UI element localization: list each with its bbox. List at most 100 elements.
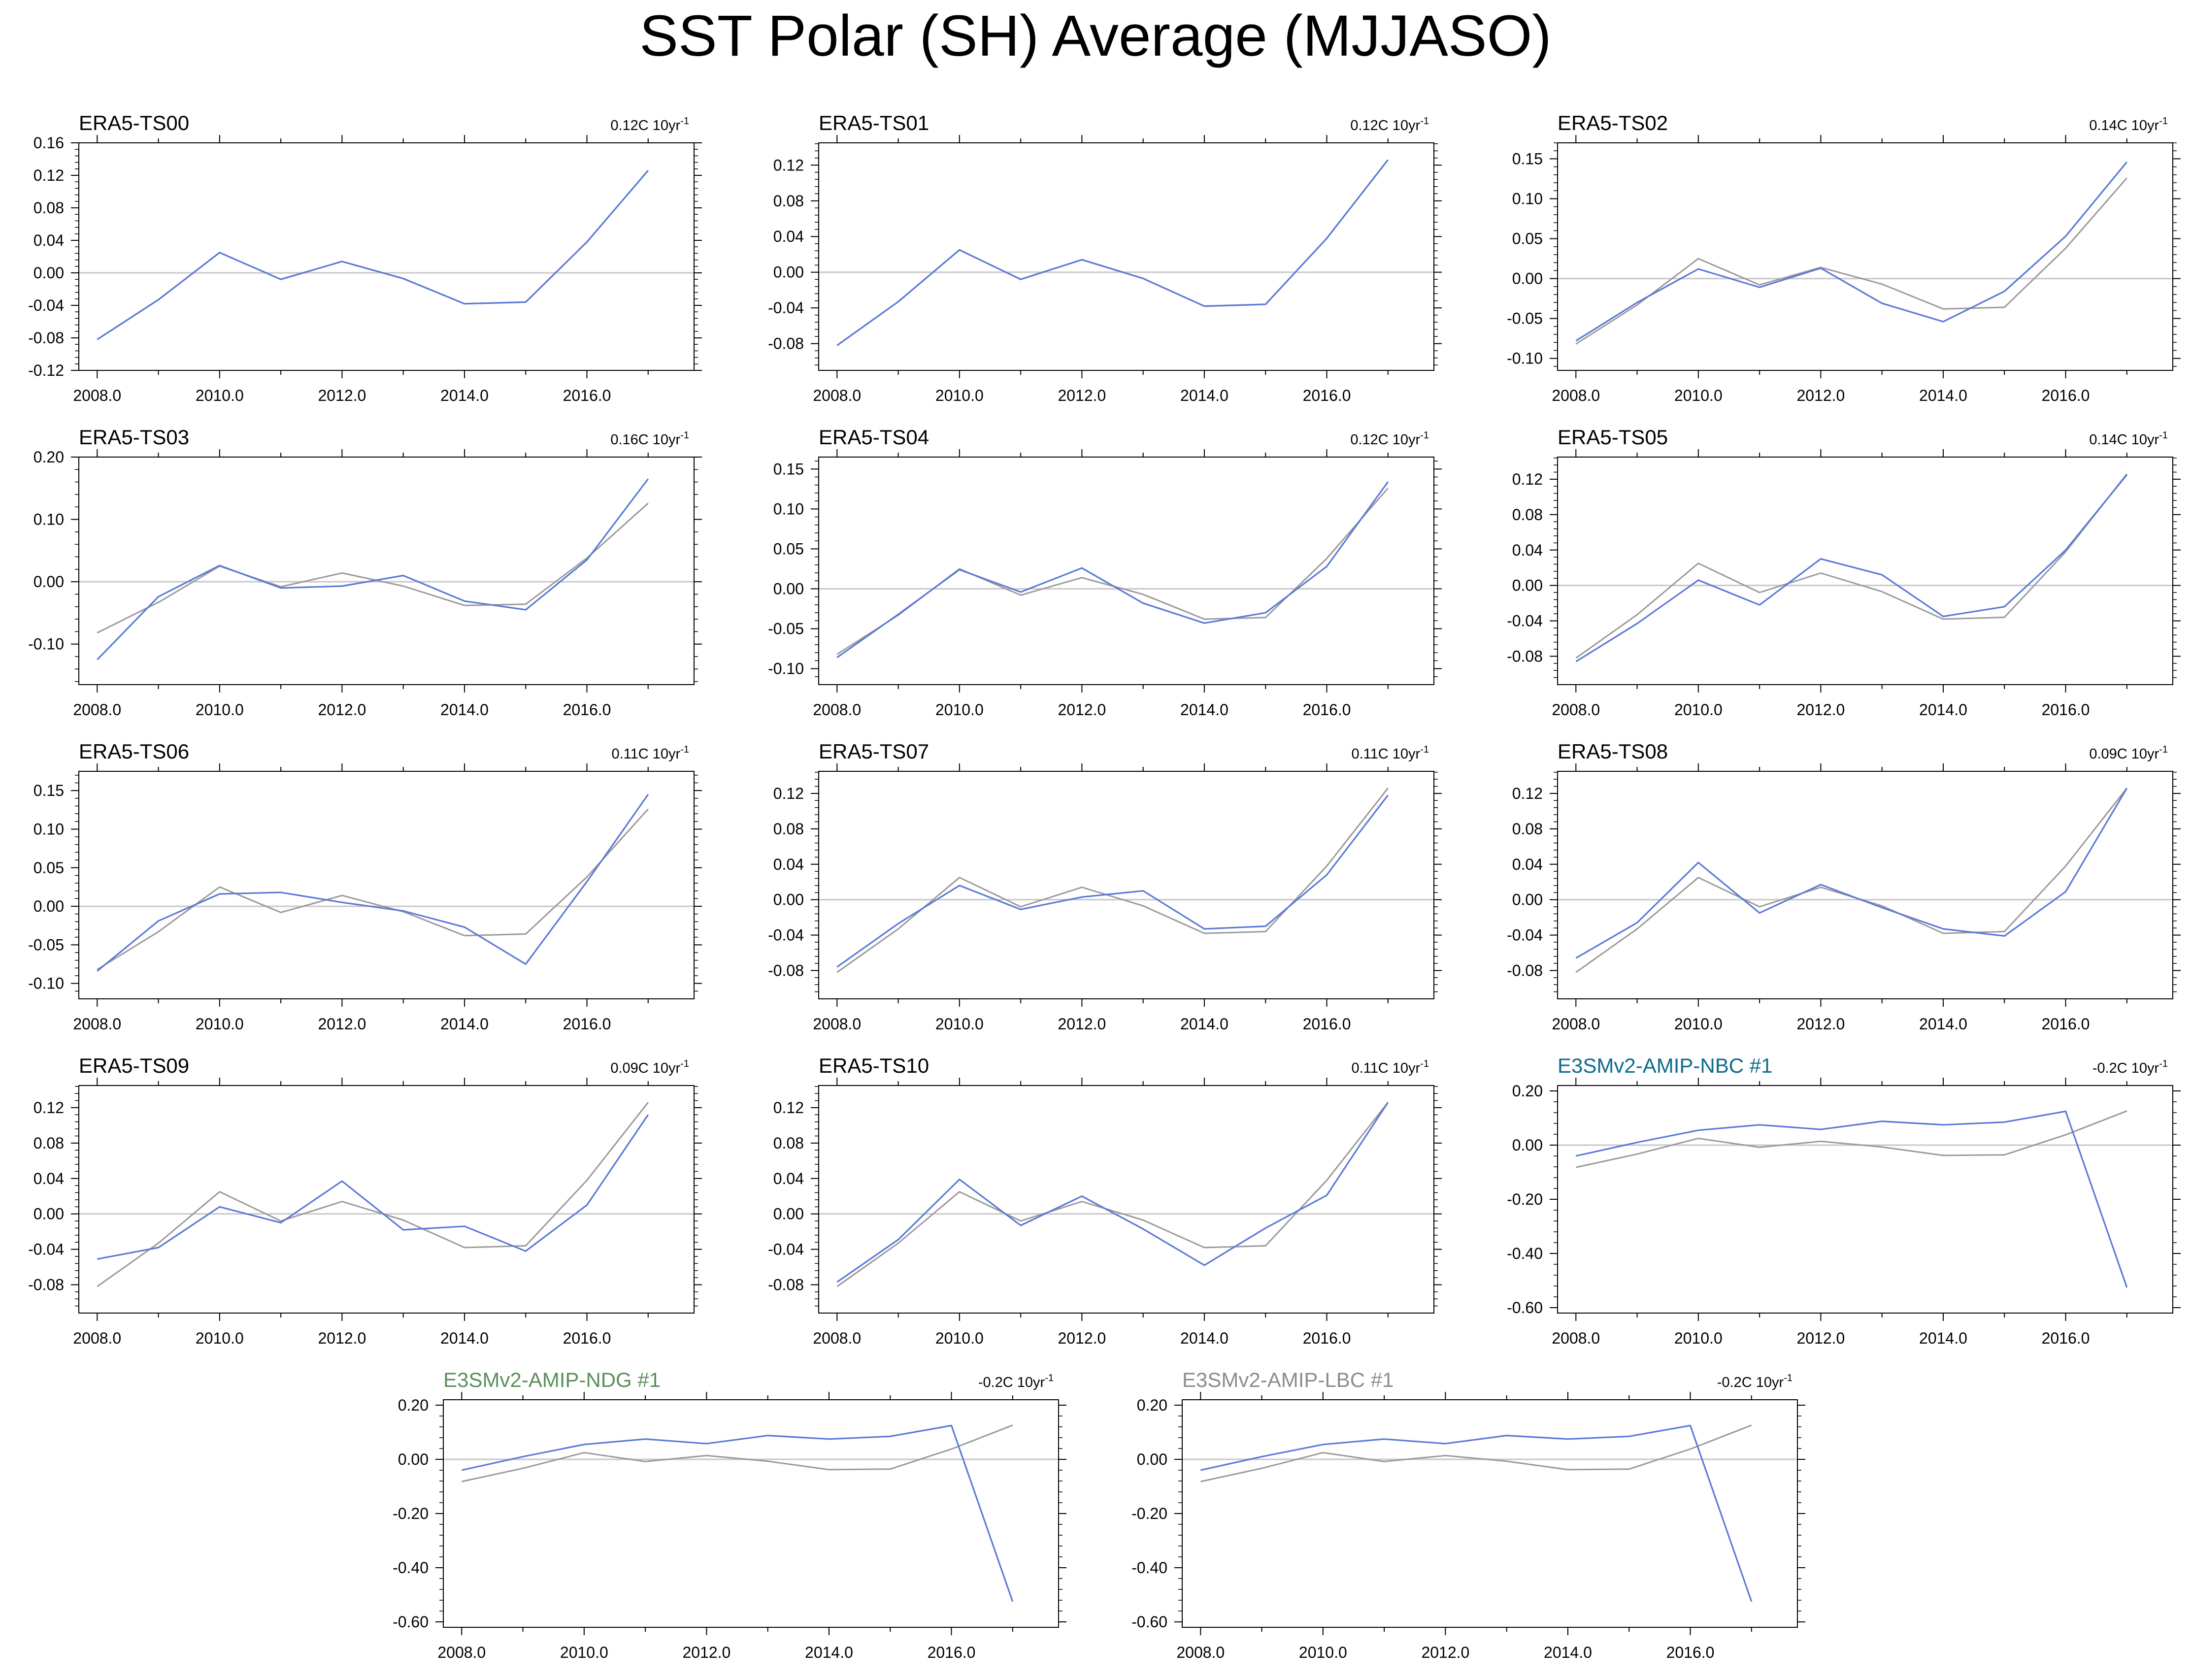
x-tick-label: 2008.0 [813,1329,861,1347]
model-series-line [836,159,1389,346]
y-tick-label: -0.60 [1131,1613,1167,1631]
model-series-line [1200,1424,1753,1602]
model-series-line [836,794,1389,968]
x-tick-label: 2014.0 [1180,1329,1228,1347]
x-tick-label: 2010.0 [1674,1329,1723,1347]
y-tick-label: -0.40 [393,1559,429,1577]
trend-exponent: -1 [680,744,689,755]
trend-exponent: -1 [680,1058,689,1069]
x-tick-label: 2008.0 [813,387,861,404]
y-tick-label: 0.08 [773,192,804,210]
reference-series-line [836,159,1389,346]
panel-title: ERA5-TS02 [1558,111,1668,134]
model-series-line [836,481,1389,659]
y-tick-label: 0.00 [773,580,804,597]
x-tick-label: 2016.0 [1303,387,1351,404]
panel-title: ERA5-TS06 [79,740,189,763]
y-tick-label: 0.00 [1512,1136,1543,1154]
x-tick-label: 2008.0 [813,701,861,719]
y-tick-label: -0.04 [768,926,804,944]
plot-frame [78,142,695,371]
x-tick-label: 2010.0 [935,701,984,719]
y-tick-label: -0.05 [28,936,64,954]
model-series-line [97,1114,649,1260]
y-tick-label: 0.12 [1512,785,1543,802]
x-tick-label: 2010.0 [935,1015,984,1033]
x-tick-label: 2014.0 [1180,701,1228,719]
y-tick-label: 0.15 [773,460,804,478]
y-tick-label: 0.12 [1512,470,1543,488]
panel-title: ERA5-TS03 [79,426,189,449]
model-series-line [461,1424,1014,1602]
x-tick-label: 2008.0 [1552,701,1600,719]
plot-frame [1557,771,2173,999]
y-tick-label: 0.15 [33,782,64,799]
trend-exponent: -1 [1420,744,1429,755]
y-tick-label: 0.20 [1137,1396,1167,1414]
y-tick-label: 0.12 [33,1099,64,1117]
trend-label: 0.11C 10yr-1 [611,744,689,762]
y-tick-label: 0.20 [33,448,64,466]
plot-frame [1557,142,2173,371]
plot-frame [78,457,695,685]
y-tick-label: -0.10 [28,975,64,992]
trend-exponent: -1 [2159,430,2168,441]
model-series-line [97,794,649,972]
y-tick-label: -0.08 [768,1276,804,1293]
panel-title: ERA5-TS07 [819,740,929,763]
x-tick-label: 2012.0 [1796,701,1845,719]
trend-exponent: -1 [680,430,689,441]
y-tick-label: 0.12 [773,1099,804,1117]
y-tick-label: 0.10 [1512,190,1543,207]
y-tick-label: 0.00 [1137,1450,1167,1468]
x-tick-label: 2008.0 [437,1644,486,1661]
reference-series-line [97,170,649,340]
y-tick-label: 0.08 [1512,506,1543,524]
chart-panel: E3SMv2-AMIP-NDG #1 -0.2C 10yr-1 2008.0 2010… [393,1368,1066,1661]
x-tick-label: 2012.0 [1058,701,1106,719]
model-series-line [97,170,649,340]
y-tick-label: 0.10 [33,820,64,838]
y-tick-label: 0.12 [33,166,64,184]
plot-frame [1182,1399,1798,1628]
panel-title: ERA5-TS00 [79,111,189,134]
y-tick-label: 0.00 [33,1205,64,1223]
x-tick-label: 2010.0 [196,387,244,404]
x-tick-label: 2012.0 [1058,1015,1106,1033]
x-tick-label: 2016.0 [563,1015,611,1033]
trend-label: -0.2C 10yr-1 [978,1373,1054,1390]
x-tick-label: 2010.0 [935,387,984,404]
y-tick-label: 0.00 [773,891,804,909]
y-tick-label: -0.20 [1507,1190,1543,1208]
trend-exponent: -1 [2159,116,2168,127]
x-tick-label: 2010.0 [196,1015,244,1033]
y-tick-label: -0.10 [1507,350,1543,367]
chart-panel: ERA5-TS02 0.14C 10yr-1 2008.0 2010.0 2012.0 2… [1507,111,2181,404]
x-tick-label: 2012.0 [318,1015,366,1033]
y-tick-label: -0.60 [1507,1299,1543,1317]
x-tick-label: 2016.0 [2042,1329,2090,1347]
y-tick-label: -0.20 [393,1505,429,1522]
panel-title: E3SMv2-AMIP-NDG #1 [443,1368,661,1391]
trend-exponent: -1 [2159,744,2168,755]
x-tick-label: 2016.0 [563,1329,611,1347]
chart-panel: E3SMv2-AMIP-LBC #1 -0.2C 10yr-1 2008.0 2010… [1131,1368,1805,1661]
x-tick-label: 2014.0 [1180,387,1228,404]
y-tick-label: -0.10 [28,635,64,653]
chart-panel: ERA5-TS06 0.11C 10yr-1 2008.0 2010.0 2012.0 2… [28,740,702,1033]
y-tick-label: 0.00 [33,264,64,282]
figure-title: SST Polar (SH) Average (MJJASO) [639,3,1552,68]
x-tick-label: 2008.0 [73,387,121,404]
panel-title: E3SMv2-AMIP-NBC #1 [1558,1054,1772,1077]
y-tick-label: 0.04 [1512,541,1543,559]
y-tick-label: 0.08 [1512,820,1543,838]
x-tick-label: 2010.0 [196,701,244,719]
panel-title: ERA5-TS09 [79,1054,189,1077]
model-series-line [97,478,649,660]
panel-title: ERA5-TS10 [819,1054,929,1077]
trend-label: 0.14C 10yr-1 [2089,116,2168,133]
reference-series-line [1575,1110,2127,1168]
panel-title: ERA5-TS04 [819,426,929,449]
trend-label: -0.2C 10yr-1 [2092,1058,2168,1076]
y-tick-label: -0.05 [768,620,804,638]
